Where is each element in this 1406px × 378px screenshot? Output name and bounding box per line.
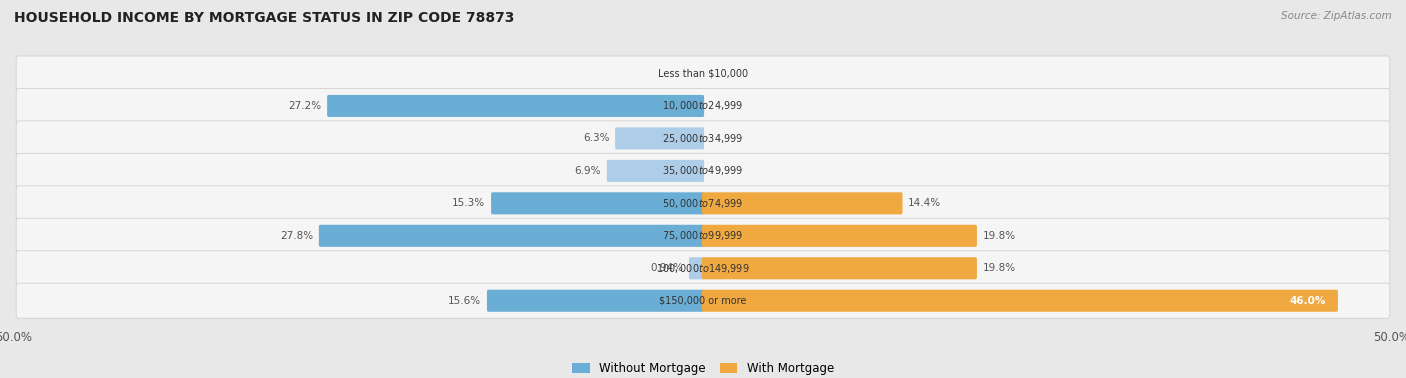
Text: 6.9%: 6.9%: [575, 166, 600, 176]
Text: $25,000 to $34,999: $25,000 to $34,999: [662, 132, 744, 145]
FancyBboxPatch shape: [607, 160, 704, 182]
Text: $100,000 to $149,999: $100,000 to $149,999: [657, 262, 749, 275]
Text: 0.94%: 0.94%: [650, 263, 683, 273]
Text: $50,000 to $74,999: $50,000 to $74,999: [662, 197, 744, 210]
Text: 15.6%: 15.6%: [449, 296, 481, 306]
Text: 27.8%: 27.8%: [280, 231, 314, 241]
FancyBboxPatch shape: [702, 257, 977, 279]
FancyBboxPatch shape: [319, 225, 704, 247]
FancyBboxPatch shape: [689, 257, 704, 279]
Text: 6.3%: 6.3%: [583, 133, 609, 143]
FancyBboxPatch shape: [702, 192, 903, 214]
Text: 19.8%: 19.8%: [983, 263, 1015, 273]
FancyBboxPatch shape: [486, 290, 704, 312]
Text: $35,000 to $49,999: $35,000 to $49,999: [662, 164, 744, 177]
FancyBboxPatch shape: [15, 121, 1391, 156]
FancyBboxPatch shape: [15, 283, 1391, 318]
Text: $150,000 or more: $150,000 or more: [659, 296, 747, 306]
FancyBboxPatch shape: [614, 127, 704, 149]
FancyBboxPatch shape: [15, 153, 1391, 188]
FancyBboxPatch shape: [15, 186, 1391, 221]
FancyBboxPatch shape: [15, 56, 1391, 91]
FancyBboxPatch shape: [15, 251, 1391, 286]
Text: 14.4%: 14.4%: [908, 198, 942, 208]
FancyBboxPatch shape: [328, 95, 704, 117]
Legend: Without Mortgage, With Mortgage: Without Mortgage, With Mortgage: [567, 358, 839, 378]
Text: 19.8%: 19.8%: [983, 231, 1015, 241]
Text: 27.2%: 27.2%: [288, 101, 322, 111]
FancyBboxPatch shape: [15, 218, 1391, 253]
Text: Less than $10,000: Less than $10,000: [658, 68, 748, 79]
Text: $75,000 to $99,999: $75,000 to $99,999: [662, 229, 744, 242]
Text: 15.3%: 15.3%: [453, 198, 485, 208]
FancyBboxPatch shape: [702, 290, 1339, 312]
FancyBboxPatch shape: [15, 88, 1391, 124]
FancyBboxPatch shape: [491, 192, 704, 214]
Text: 46.0%: 46.0%: [1289, 296, 1326, 306]
Text: Source: ZipAtlas.com: Source: ZipAtlas.com: [1281, 11, 1392, 21]
Text: HOUSEHOLD INCOME BY MORTGAGE STATUS IN ZIP CODE 78873: HOUSEHOLD INCOME BY MORTGAGE STATUS IN Z…: [14, 11, 515, 25]
Text: $10,000 to $24,999: $10,000 to $24,999: [662, 99, 744, 112]
FancyBboxPatch shape: [702, 225, 977, 247]
